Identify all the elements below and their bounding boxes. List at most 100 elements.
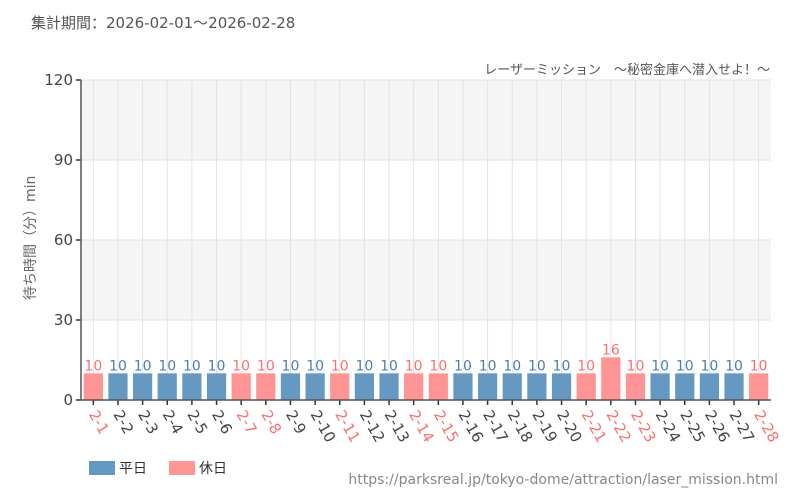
bar-2-5[interactable] (182, 373, 202, 400)
bar-2-17[interactable] (477, 373, 498, 400)
period-label: 集計期間：2026-02-01～2026-02-28 (31, 14, 296, 32)
bar-2-23[interactable] (625, 373, 646, 400)
y-tick-label: 90 (54, 151, 73, 169)
bar-2-6[interactable] (206, 373, 227, 400)
bar-2-20[interactable] (551, 373, 572, 400)
grid-lines (81, 79, 771, 401)
bar-value-label: 10 (355, 358, 373, 374)
x-tick-label: 2-25 (676, 407, 709, 445)
x-tick-label: 2-22 (602, 407, 635, 445)
bar-2-24[interactable] (650, 373, 670, 400)
bar-2-12[interactable] (354, 373, 375, 400)
x-tick-label: 2-23 (627, 407, 660, 445)
x-tick-label: 2-18 (504, 407, 537, 445)
y-tick-label: 30 (54, 311, 73, 329)
x-tick-label: 2-9 (282, 407, 310, 437)
bar-value-label: 10 (134, 358, 152, 374)
bar-value-label: 10 (528, 358, 546, 374)
plot-bands (81, 80, 771, 400)
bar-value-label: 10 (84, 358, 102, 374)
x-tick-label: 2-26 (701, 407, 734, 445)
bar-2-18[interactable] (502, 373, 522, 400)
x-tick-label: 2-14 (405, 407, 438, 445)
bar-value-label: 16 (602, 342, 620, 358)
y-tick-label: 60 (54, 231, 73, 249)
x-tick-label: 2-1 (85, 407, 113, 437)
bar-2-11[interactable] (330, 373, 350, 400)
bar-value-label: 10 (208, 358, 226, 374)
x-tick-label: 2-21 (578, 407, 611, 445)
bar-2-2[interactable] (108, 373, 128, 400)
plot-band (81, 160, 771, 240)
bar-2-27[interactable] (724, 373, 744, 400)
x-tick-label: 2-17 (479, 407, 512, 445)
legend-label-holiday: 休日 (199, 461, 227, 477)
bar-2-26[interactable] (699, 373, 720, 400)
bar-2-10[interactable] (305, 373, 325, 400)
bar-2-1[interactable] (83, 373, 103, 400)
x-tick-label: 2-13 (381, 407, 414, 445)
x-tick-label: 2-3 (134, 407, 162, 437)
chart-subtitle: レーザーミッション ～秘密金庫へ潜入せよ！～ (484, 63, 770, 78)
x-tick-label: 2-7 (233, 407, 261, 437)
bar-value-label: 10 (479, 358, 497, 374)
bar-2-19[interactable] (527, 373, 547, 400)
bar-value-label: 10 (725, 358, 743, 374)
bar-2-7[interactable] (231, 373, 251, 400)
bar-value-label: 10 (380, 358, 398, 374)
bar-value-label: 10 (183, 358, 201, 374)
bar-value-label: 10 (503, 358, 521, 374)
x-tick-label: 2-28 (750, 407, 783, 445)
bar-2-9[interactable] (280, 373, 301, 400)
bar-2-21[interactable] (576, 373, 596, 400)
source-url: https://parksreal.jp/tokyo-dome/attracti… (348, 472, 778, 488)
bar-value-label: 10 (282, 358, 300, 374)
legend-label-weekday: 平日 (119, 461, 147, 477)
x-tick-label: 2-8 (257, 407, 285, 437)
x-tick-label: 2-19 (528, 407, 561, 445)
bar-value-label: 10 (257, 358, 275, 374)
bar-2-3[interactable] (132, 373, 153, 400)
bar-2-25[interactable] (675, 373, 695, 400)
bar-value-label: 10 (109, 358, 127, 374)
plot-band (81, 80, 771, 160)
legend-item-weekday[interactable]: 平日 (89, 458, 147, 478)
bar-value-label: 10 (405, 358, 423, 374)
x-tick-label: 2-10 (307, 407, 340, 445)
bar-value-label: 10 (306, 358, 324, 374)
bar-2-22[interactable] (601, 357, 621, 400)
bar-2-4[interactable] (157, 373, 177, 400)
holiday-swatch (169, 461, 195, 475)
bar-value-label: 10 (429, 358, 447, 374)
legend: 平日 休日 (89, 458, 249, 478)
y-tick-label: 0 (63, 391, 73, 409)
bar-value-label: 10 (331, 358, 349, 374)
bar-2-16[interactable] (453, 373, 473, 400)
x-axis-labels: 2-12-22-32-42-52-62-72-82-92-102-112-122… (85, 407, 783, 445)
bar-value-label: 10 (553, 358, 571, 374)
x-tick-label: 2-6 (208, 407, 236, 437)
bar-value-label: 10 (651, 358, 669, 374)
x-tick-label: 2-12 (356, 407, 389, 445)
axes: 0 30 60 90 120 (44, 71, 771, 409)
bar-2-13[interactable] (379, 373, 399, 400)
legend-item-holiday[interactable]: 休日 (169, 458, 227, 478)
x-tick-label: 2-2 (110, 407, 138, 437)
bar-2-28[interactable] (749, 373, 769, 400)
bar-value-label: 10 (676, 358, 694, 374)
bar-value-label: 10 (158, 358, 176, 374)
bar-2-8[interactable] (256, 373, 276, 400)
bar-value-label: 10 (232, 358, 250, 374)
x-tick-label: 2-16 (455, 407, 488, 445)
x-tick-label: 2-20 (553, 407, 586, 445)
x-tick-label: 2-5 (183, 407, 211, 437)
bars: 10 10 10 10 10 10 10 10 10 10 10 10 10 10 10 10 10 10 10 10… (83, 342, 769, 400)
bar-2-15[interactable] (428, 373, 448, 400)
x-tick-label: 2-15 (430, 407, 463, 445)
bar-value-label: 10 (454, 358, 472, 374)
plot-band (81, 240, 771, 320)
x-tick-label: 2-4 (159, 407, 187, 437)
bar-2-14[interactable] (404, 373, 424, 400)
bar-value-label: 10 (627, 358, 645, 374)
